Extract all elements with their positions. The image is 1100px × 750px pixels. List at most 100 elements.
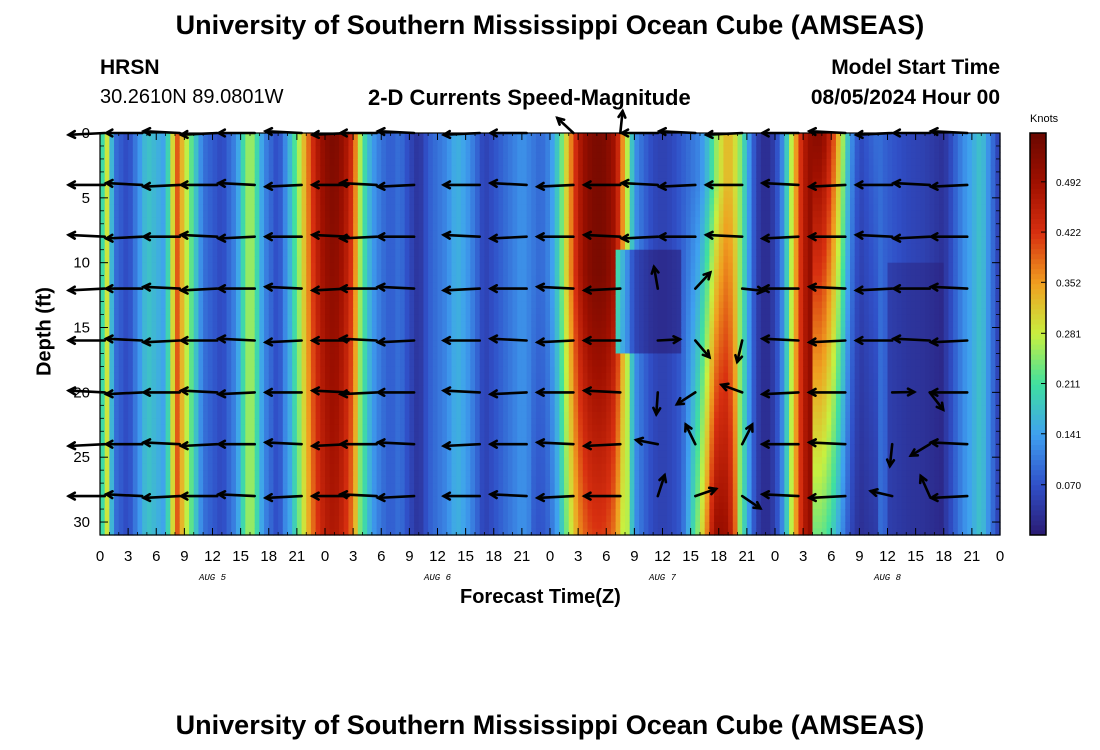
heatmap-cell (273, 191, 279, 199)
heatmap-cell (123, 470, 129, 478)
heatmap-cell (409, 366, 415, 374)
heatmap-cell (428, 158, 434, 167)
heatmap-cell (165, 379, 171, 387)
heatmap-cell (310, 204, 317, 212)
heatmap-cell (198, 275, 204, 283)
heatmap-cell (221, 275, 228, 283)
heatmap-cell (292, 152, 298, 160)
heatmap-cell (109, 366, 115, 374)
heatmap-cell (207, 496, 214, 504)
heatmap-cell (315, 353, 321, 361)
heatmap-cell (371, 223, 378, 231)
heatmap-cell (179, 346, 185, 355)
heatmap-cell (179, 236, 185, 244)
heatmap-cell (189, 223, 195, 231)
heatmap-cell (282, 444, 289, 452)
heatmap-cell (170, 256, 176, 264)
heatmap-cell (390, 210, 396, 218)
heatmap-cell (278, 288, 284, 296)
heatmap-cell (198, 353, 204, 361)
heatmap-cell (221, 249, 228, 257)
heatmap-cell (104, 191, 110, 199)
heatmap-cell (203, 359, 209, 368)
heatmap-cell (409, 230, 415, 238)
heatmap-cell (156, 223, 162, 231)
heatmap-cell (414, 256, 420, 264)
heatmap-cell (404, 489, 410, 497)
heatmap-cell (128, 470, 134, 478)
heatmap-cell (362, 243, 368, 251)
heatmap-cell (442, 269, 448, 277)
heatmap-cell (423, 437, 429, 445)
heatmap-cell (146, 424, 153, 432)
heatmap-cell (475, 327, 481, 335)
heatmap-cell (175, 476, 181, 484)
heatmap-cell (231, 269, 237, 277)
heatmap-cell (404, 405, 410, 413)
heatmap-cell (292, 314, 298, 322)
heatmap-cell (404, 197, 410, 205)
heatmap-cell (296, 269, 303, 277)
heatmap-cell (348, 489, 354, 497)
heatmap-cell (151, 346, 157, 355)
heatmap-cell (282, 457, 289, 465)
heatmap-cell (212, 444, 218, 452)
heatmap-cell (212, 411, 218, 419)
heatmap-cell (268, 437, 275, 445)
heatmap-cell (231, 379, 237, 387)
heatmap-cell (198, 528, 204, 536)
heatmap-cell (123, 249, 129, 257)
heatmap-cell (184, 372, 190, 380)
heatmap-cell (414, 392, 420, 400)
heatmap-cell (268, 288, 275, 296)
heatmap-cell (193, 515, 200, 523)
heatmap-cell (104, 262, 110, 270)
heatmap-cell (268, 405, 275, 413)
heatmap-cell (357, 528, 364, 536)
heatmap-cell (367, 288, 373, 296)
heatmap-cell (156, 450, 162, 458)
heatmap-cell (306, 509, 312, 517)
heatmap-cell (118, 236, 125, 244)
heatmap-cell (114, 411, 120, 419)
heatmap-cell (170, 489, 176, 497)
heatmap-cell (348, 262, 354, 270)
heatmap-cell (235, 197, 242, 205)
heatmap-cell (367, 424, 373, 432)
heatmap-cell (437, 437, 443, 445)
heatmap-cell (339, 457, 345, 465)
heatmap-cell (414, 340, 420, 348)
heatmap-cell (395, 470, 401, 478)
heatmap-cell (428, 353, 434, 361)
heatmap-cell (184, 457, 190, 465)
heatmap-cell (437, 165, 443, 173)
heatmap-cell (310, 502, 317, 510)
heatmap-cell (142, 509, 148, 517)
heatmap-cell (160, 515, 167, 523)
heatmap-cell (362, 424, 368, 432)
heatmap-cell (245, 424, 251, 432)
heatmap-cell (362, 444, 368, 452)
heatmap-cell (442, 463, 448, 471)
heatmap-cell (306, 295, 312, 303)
heatmap-cell (146, 152, 153, 160)
heatmap-cell (104, 444, 110, 452)
heatmap-cell (165, 515, 171, 523)
heatmap-cell (221, 327, 228, 335)
heatmap-cell (212, 372, 218, 380)
heatmap-cell (203, 243, 209, 251)
heatmap-cell (362, 158, 368, 167)
heatmap-cell (109, 139, 115, 147)
heatmap-cell (437, 470, 443, 478)
heatmap-cell (325, 314, 331, 322)
heatmap-cell (156, 366, 162, 374)
heatmap-cell (151, 327, 157, 335)
heatmap-cell (198, 327, 204, 335)
heatmap-cell (184, 476, 190, 484)
heatmap-cell (465, 321, 471, 329)
heatmap-cell (446, 236, 453, 244)
heatmap-cell (226, 262, 232, 270)
heatmap-cell (221, 405, 228, 413)
heatmap-cell (114, 301, 120, 309)
heatmap-cell (142, 191, 148, 199)
